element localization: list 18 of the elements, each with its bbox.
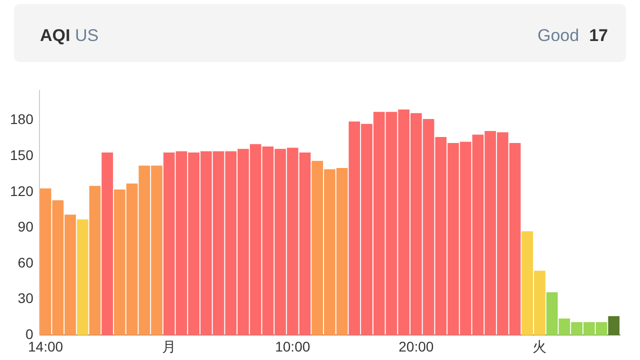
bar — [76, 219, 88, 336]
text: Good — [537, 26, 580, 45]
y-tick-label: 90 — [18, 218, 34, 235]
y-tick-label: 30 — [18, 290, 34, 306]
y-tick-label: 180 — [10, 111, 34, 128]
y-tick-label: 120 — [10, 182, 34, 199]
y-tick-label: 60 — [18, 254, 34, 270]
bar — [102, 152, 113, 336]
chart-subtitle: US — [74, 26, 99, 45]
x-tick-label: 月 — [162, 338, 176, 354]
bar — [608, 316, 620, 336]
chart-title: AQI — [40, 26, 70, 45]
bar — [89, 186, 101, 336]
text: 17 — [589, 26, 608, 45]
y-tick-label: 150 — [10, 146, 34, 163]
x-tick-label: 20:00 — [398, 338, 434, 354]
x-tick-label: 火 — [532, 338, 547, 354]
x-tick-label: 10:00 — [275, 338, 310, 354]
